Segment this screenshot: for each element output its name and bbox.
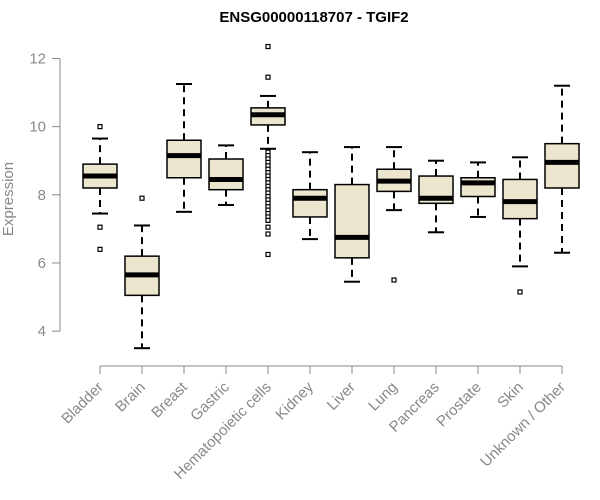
x-tick-label: Kidney [272, 378, 317, 423]
chart-title: ENSG00000118707 - TGIF2 [219, 9, 408, 26]
box-liver [334, 146, 370, 283]
box-series [82, 43, 580, 350]
outlier-point [265, 224, 271, 230]
box-brain [124, 195, 160, 350]
y-axis-label: Expression [0, 162, 17, 236]
iqr-box [208, 158, 244, 191]
y-tick-label: 6 [38, 255, 46, 272]
box-hematopoietic-cells [250, 43, 286, 258]
iqr-box [334, 183, 370, 259]
y-tick-label: 4 [38, 323, 46, 340]
outlier-point [265, 251, 271, 258]
iqr-box [502, 178, 538, 220]
y-axis: 4 6 8 10 12 [29, 50, 61, 340]
outlier-point [517, 289, 523, 295]
y-tick-label: 12 [29, 50, 46, 67]
outlier-point [265, 43, 271, 50]
iqr-box [292, 188, 328, 218]
box-gastric [208, 144, 244, 207]
box-bladder [82, 124, 118, 252]
outlier-point [265, 74, 271, 80]
box-lung [376, 146, 412, 283]
box-skin [502, 156, 538, 295]
outlier-point [97, 124, 103, 130]
x-tick-label: Bladder [58, 379, 107, 428]
outlier-point [97, 246, 103, 252]
box-pancreas [418, 159, 454, 234]
x-tick-label: Brain [112, 379, 149, 416]
outlier-point [265, 231, 271, 237]
outlier-point [265, 217, 271, 223]
box-breast [166, 83, 202, 213]
y-tick-label: 10 [29, 119, 46, 136]
x-tick-label: Lung [365, 379, 401, 415]
x-tick-label: Breast [148, 378, 191, 421]
x-tick-label: Prostate [433, 379, 485, 431]
outlier-point [97, 224, 103, 230]
x-tick-label: Liver [324, 379, 359, 414]
iqr-box [544, 142, 580, 189]
y-tick-label: 8 [38, 187, 46, 204]
outlier-point [391, 277, 397, 283]
x-tick-label: Skin [494, 379, 527, 412]
box-unknown-other [544, 84, 580, 254]
box-prostate [460, 161, 496, 218]
outlier-point [139, 195, 145, 201]
iqr-box [166, 139, 202, 179]
box-kidney [292, 151, 328, 241]
